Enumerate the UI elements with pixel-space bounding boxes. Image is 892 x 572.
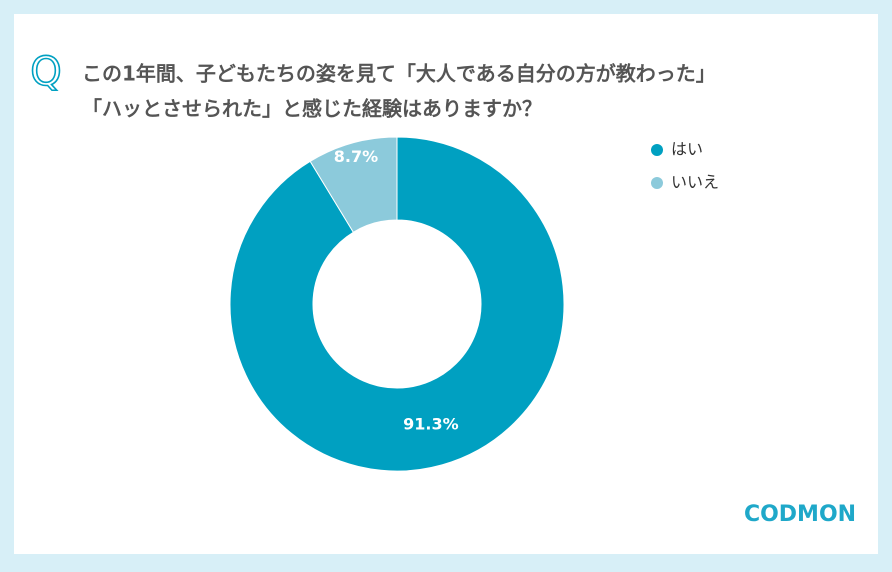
legend-label: いいえ — [671, 173, 719, 192]
donut-segment — [309, 136, 398, 233]
value-label: 91.3% — [403, 414, 459, 433]
legend-swatch — [651, 177, 663, 189]
logo-text: CODMON — [744, 502, 856, 527]
legend-swatch — [651, 144, 663, 156]
legend-label: はい — [671, 140, 703, 159]
question-mark: Q — [30, 49, 61, 95]
logo: CODMON — [744, 502, 856, 527]
donut-segment — [229, 136, 565, 472]
chart-title: 「ハッとさせられた」と感じた経験はありますか？ — [82, 97, 542, 121]
value-label: 8.7% — [334, 147, 378, 166]
chart-title: この1年間、子どもたちの姿を見て「大人である自分の方が教わった」 — [82, 62, 716, 86]
card — [14, 14, 878, 554]
